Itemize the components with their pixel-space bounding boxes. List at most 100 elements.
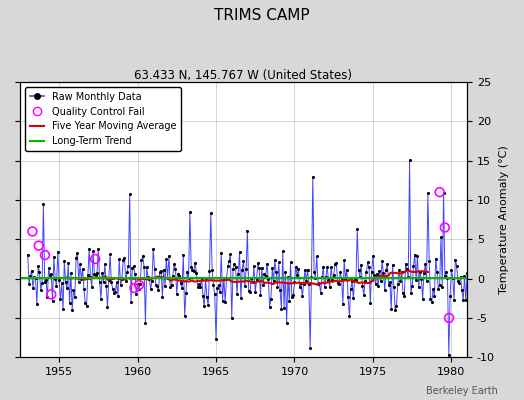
Point <box>121 255 129 261</box>
Point <box>195 281 203 287</box>
Point <box>35 269 43 276</box>
Point <box>69 287 78 293</box>
Point <box>429 286 438 292</box>
Point <box>352 277 360 283</box>
Point <box>379 270 388 277</box>
Point <box>351 276 359 283</box>
Point <box>32 301 41 308</box>
Point <box>377 278 385 284</box>
Point <box>382 267 390 273</box>
Point <box>213 285 222 291</box>
Point <box>416 269 424 276</box>
Point <box>149 246 157 252</box>
Point <box>145 276 154 282</box>
Point <box>190 268 198 274</box>
Point <box>122 278 130 284</box>
Point <box>58 280 66 286</box>
Legend: Raw Monthly Data, Quality Control Fail, Five Year Moving Average, Long-Term Tren: Raw Monthly Data, Quality Control Fail, … <box>25 87 181 151</box>
Point <box>312 253 321 260</box>
Point <box>24 252 32 258</box>
Point <box>268 265 277 271</box>
Point <box>39 201 48 208</box>
Point <box>394 281 402 287</box>
Point <box>241 283 249 290</box>
Point <box>297 280 305 286</box>
Point <box>59 306 67 312</box>
Point <box>135 282 144 288</box>
Point <box>150 265 159 272</box>
Point <box>225 258 233 265</box>
Text: Berkeley Earth: Berkeley Earth <box>426 386 498 396</box>
Point <box>443 274 452 281</box>
Point <box>243 228 252 235</box>
Point <box>248 279 257 285</box>
Point <box>327 264 335 270</box>
Point <box>50 254 58 260</box>
Point <box>259 282 267 288</box>
Point <box>275 259 283 266</box>
Point <box>86 274 95 280</box>
Point <box>144 274 152 280</box>
Point <box>452 263 461 269</box>
Point <box>185 209 194 216</box>
Point <box>400 292 409 299</box>
Point <box>263 260 271 267</box>
Point <box>314 280 322 287</box>
Point <box>73 250 82 256</box>
Point <box>205 268 214 274</box>
Point <box>212 336 220 342</box>
Point <box>345 313 354 320</box>
Point <box>323 264 331 270</box>
Point <box>399 290 407 296</box>
Point <box>166 284 174 291</box>
Point <box>385 281 393 288</box>
Point <box>316 290 325 296</box>
Point <box>26 273 35 279</box>
Point <box>115 256 124 262</box>
Point <box>260 271 269 277</box>
Point <box>38 280 46 286</box>
Point <box>428 299 436 305</box>
Point <box>60 258 69 265</box>
Point <box>322 274 330 280</box>
Point <box>450 296 458 303</box>
Point <box>140 264 148 270</box>
Point <box>79 266 87 272</box>
Point <box>330 272 338 278</box>
Point <box>447 266 455 273</box>
Point <box>179 252 188 258</box>
Point <box>132 290 140 297</box>
Point <box>289 292 298 299</box>
Point <box>324 277 333 283</box>
Point <box>386 279 394 286</box>
Point <box>344 294 352 301</box>
Point <box>433 269 441 276</box>
Point <box>167 282 176 288</box>
Point <box>146 286 155 292</box>
Point <box>359 292 368 298</box>
Point <box>250 263 258 270</box>
Point <box>388 262 397 268</box>
Point <box>235 249 244 255</box>
Point <box>198 275 206 281</box>
Point <box>222 276 231 282</box>
Point <box>425 258 433 264</box>
Point <box>264 276 272 282</box>
Point <box>233 290 241 297</box>
Point <box>34 263 42 269</box>
Point <box>163 274 172 281</box>
Point <box>353 226 362 232</box>
Point <box>43 294 51 300</box>
Point <box>318 274 326 280</box>
Point <box>76 261 84 268</box>
Point <box>417 276 425 282</box>
Point <box>277 306 286 312</box>
Point <box>182 290 190 296</box>
Point <box>178 284 186 291</box>
Point <box>256 292 265 298</box>
Point <box>280 305 288 311</box>
Point <box>45 265 53 272</box>
Point <box>420 270 428 276</box>
Point <box>80 286 88 292</box>
Point <box>201 275 210 282</box>
